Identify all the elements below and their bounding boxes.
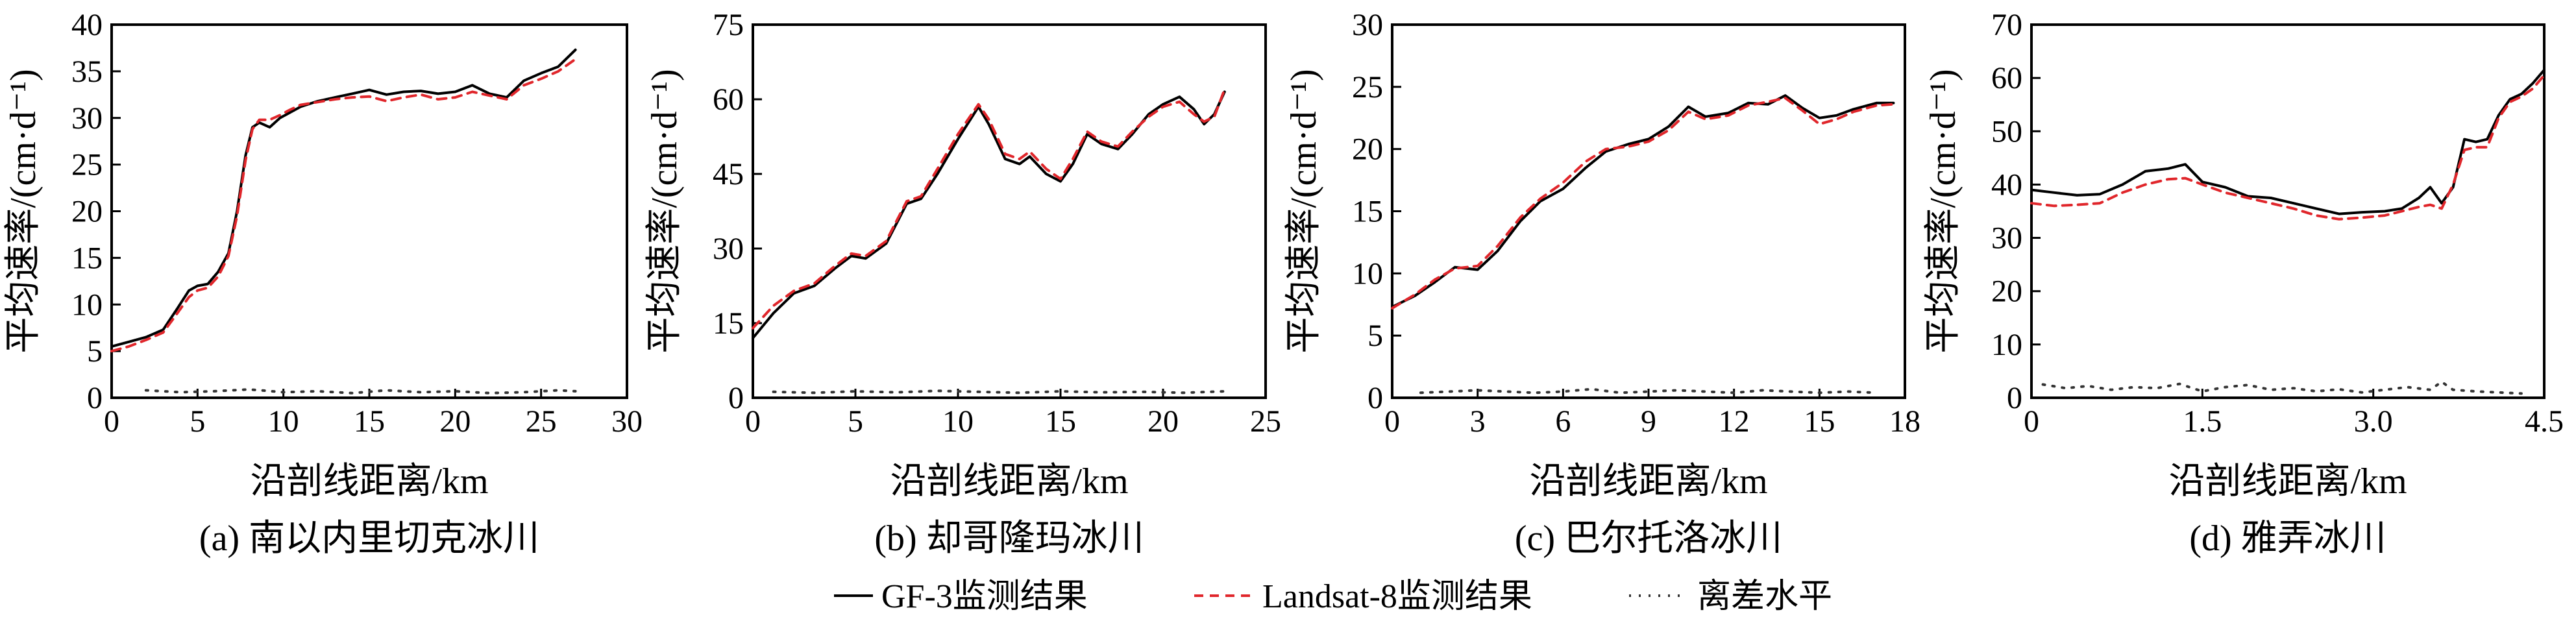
- y-tick-label: 70: [1991, 8, 2022, 42]
- y-tick-label: 5: [87, 334, 103, 369]
- series-line-solid: [110, 48, 577, 348]
- x-tick-label: 20: [1147, 404, 1179, 439]
- series-line-solid: [1391, 94, 1895, 309]
- legend-deviation-label: 离差水平: [1697, 578, 1832, 615]
- y-axis-title: 平均速率/(cm·d⁻¹): [644, 69, 685, 353]
- y-tick-label: 15: [71, 241, 103, 275]
- y-tick-label: 15: [713, 306, 744, 341]
- x-tick-label: 25: [1250, 404, 1281, 439]
- series-line-dashed: [1391, 97, 1895, 310]
- y-tick-label: 50: [1991, 114, 2022, 149]
- y-axis-title: 平均速率/(cm·d⁻¹): [3, 69, 43, 353]
- y-tick-label: 0: [87, 381, 103, 415]
- y-tick-label: 0: [2007, 381, 2022, 415]
- y-tick-label: 30: [1352, 8, 1383, 42]
- plot-frame: [1391, 23, 1906, 399]
- plot-frame: [752, 23, 1267, 399]
- series-line-dotted: [772, 389, 1226, 395]
- x-tick-label: 9: [1641, 404, 1656, 439]
- y-tick-label: 75: [713, 8, 744, 42]
- y-tick-label: 25: [1352, 70, 1383, 104]
- y-tick-label: 40: [71, 8, 103, 42]
- chart-panel-2: 0 5 10 15 20 25 0 15 30 45 60 75 沿剖线距离/km 平均速率/(cm·d⁻…: [644, 8, 1281, 559]
- series-line-dashed: [110, 58, 577, 353]
- x-axis-title: 沿剖线距离/km: [890, 461, 1128, 502]
- x-tick-label: 0: [2024, 404, 2039, 439]
- x-tick-label: 0: [104, 404, 119, 439]
- x-tick-label: 15: [1804, 404, 1835, 439]
- legend-landsat-label: Landsat-8监测结果: [1262, 578, 1532, 615]
- y-tick-label: 0: [1368, 381, 1383, 415]
- series-line-solid: [2030, 68, 2545, 215]
- x-axis-title: 沿剖线距离/km: [1529, 461, 1767, 502]
- y-tick-label: 20: [71, 195, 103, 229]
- x-axis-title: 沿剖线距离/km: [250, 461, 488, 502]
- x-tick-label: 3: [1470, 404, 1486, 439]
- plot-frame: [2030, 23, 2545, 399]
- x-tick-label: 3.0: [2354, 404, 2393, 439]
- y-tick-label: 30: [713, 232, 744, 266]
- x-tick-label: 10: [942, 404, 974, 439]
- panel-caption: (d) 雅弄冰川: [2189, 518, 2386, 559]
- x-tick-label: 1.5: [2183, 404, 2222, 439]
- x-tick-label: 15: [354, 404, 385, 439]
- x-tick-label: 30: [611, 404, 643, 439]
- plot-frame: [110, 23, 628, 399]
- y-axis-title: 平均速率/(cm·d⁻¹): [1284, 69, 1324, 353]
- series-line-dotted: [2041, 380, 2523, 395]
- series-line-solid: [752, 90, 1226, 339]
- x-tick-label: 0: [1384, 404, 1400, 439]
- x-tick-label: 10: [268, 404, 299, 439]
- x-tick-label: 6: [1555, 404, 1571, 439]
- y-tick-label: 35: [71, 55, 103, 89]
- y-tick-label: 30: [1991, 221, 2022, 256]
- chart-panel-3: 0 3 6 9 12 15 18 0 5 10 15 20 25 30 沿剖线距离/km 平均速率/(cm·d…: [1284, 8, 1920, 559]
- panel-caption: (c) 巴尔托洛冰川: [1515, 518, 1782, 559]
- x-tick-label: 18: [1889, 404, 1920, 439]
- series-line-dotted: [144, 388, 577, 395]
- legend-gf3-label: GF-3监测结果: [881, 578, 1088, 615]
- x-tick-label: 5: [848, 404, 863, 439]
- y-tick-label: 30: [71, 101, 103, 136]
- y-tick-label: 10: [71, 287, 103, 322]
- y-axis-title: 平均速率/(cm·d⁻¹): [1923, 69, 1963, 353]
- x-axis-title: 沿剖线距离/km: [2168, 461, 2407, 502]
- y-tick-label: 60: [713, 82, 744, 117]
- y-tick-label: 20: [1991, 274, 2022, 309]
- series-line-dashed: [2030, 74, 2545, 221]
- y-tick-label: 10: [1352, 256, 1383, 291]
- series-line-dotted: [1419, 387, 1878, 395]
- y-tick-label: 40: [1991, 167, 2022, 202]
- x-tick-label: 5: [190, 404, 205, 439]
- x-tick-label: 12: [1719, 404, 1750, 439]
- y-tick-label: 60: [1991, 61, 2022, 95]
- legend: GF-3监测结果 Landsat-8监测结果 离差水平: [834, 578, 1832, 615]
- y-tick-label: 45: [713, 157, 744, 191]
- series-line-dashed: [752, 88, 1226, 330]
- panel-caption: (a) 南以内里切克冰川: [199, 518, 539, 559]
- panel-caption: (b) 却哥隆玛冰川: [874, 518, 1144, 559]
- chart-panel-4: 0 1.5 3.0 4.5 0 10 20 30 40 50 60 70 沿剖线距离/km 平均速率/(c…: [1923, 8, 2564, 559]
- x-tick-label: 0: [745, 404, 761, 439]
- y-tick-label: 20: [1352, 132, 1383, 167]
- chart-panel-1: 0 5 10 15 20 25 300510152025303540沿剖线距离/km平均速率…: [3, 8, 643, 559]
- x-tick-label: 4.5: [2525, 404, 2564, 439]
- x-tick-label: 20: [439, 404, 471, 439]
- y-tick-label: 0: [728, 381, 744, 415]
- x-tick-label: 15: [1045, 404, 1076, 439]
- x-tick-label: 25: [526, 404, 557, 439]
- y-tick-label: 5: [1368, 319, 1383, 353]
- y-tick-label: 10: [1991, 328, 2022, 362]
- y-tick-label: 15: [1352, 195, 1383, 229]
- y-tick-label: 25: [71, 148, 103, 182]
